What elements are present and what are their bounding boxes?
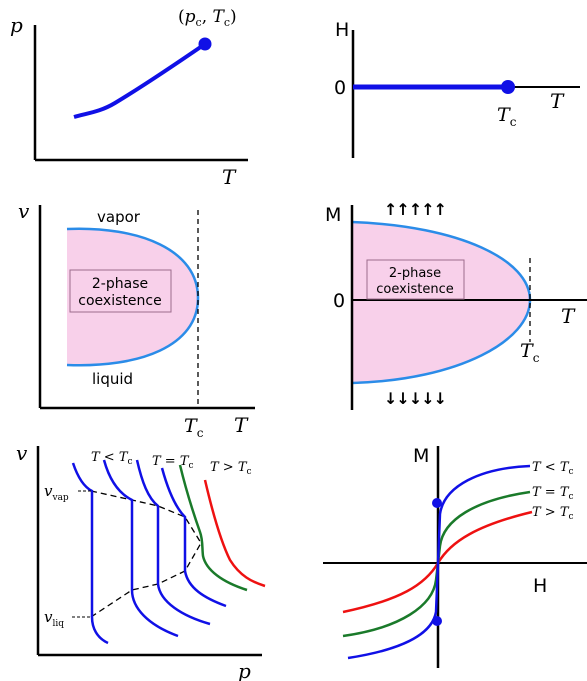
x-axis-label: T: [222, 165, 237, 189]
spontaneous-magnetization-up: [432, 498, 442, 508]
magnetization-below: [347, 464, 531, 660]
label-T-equal: T = Tc: [152, 454, 194, 471]
y-axis-label: H: [335, 19, 349, 41]
x-axis-label: H: [533, 575, 547, 597]
isotherm-below-1: [71, 462, 109, 645]
panel-p-vs-T: p T (pc, Tc): [10, 7, 248, 189]
coexistence-region: [352, 222, 530, 383]
critical-point-label: (pc, Tc): [178, 7, 237, 29]
x-axis-label: T: [550, 89, 565, 113]
y-axis-label: M: [325, 204, 341, 226]
zero-label: 0: [333, 290, 345, 312]
x-axis-label: T: [561, 304, 576, 328]
y-axis-label: p: [10, 13, 23, 37]
critical-point: [198, 37, 212, 51]
spin-down-arrows: ↓↓↓↓↓: [384, 389, 446, 408]
two-phase-label-line1: 2-phase: [92, 276, 148, 292]
v-liq-label: vliq: [44, 608, 64, 629]
isotherm-below-4: [160, 467, 227, 608]
two-phase-label-line1: 2-phase: [389, 266, 441, 281]
label-T-below: T < Tc: [532, 460, 574, 477]
isotherm-below-2: [102, 459, 179, 638]
panel-H-vs-T: H 0 T Tc: [334, 19, 580, 158]
vapor-label: vapor: [97, 208, 141, 226]
tc-label: Tc: [184, 415, 204, 440]
panel-M-vs-T: M 0 T Tc 2-phase coexistence ↑↑↑↑↑ ↓↓↓↓↓: [325, 200, 587, 410]
tc-label: Tc: [497, 104, 517, 129]
isotherm-critical: [178, 464, 248, 592]
label-T-above: T > Tc: [210, 460, 252, 477]
spin-up-arrows: ↑↑↑↑↑: [384, 200, 446, 219]
x-axis-label: p: [238, 659, 251, 681]
y-axis-label: v: [16, 441, 28, 465]
isotherm-below-3: [135, 459, 211, 626]
y-axis-label: M: [413, 445, 429, 467]
panel-v-vs-p: v p vvap vliq T < Tc T = Tc T > Tc: [16, 441, 266, 681]
label-T-above: T > Tc: [532, 505, 574, 522]
label-T-below: T < Tc: [91, 450, 133, 467]
coexistence-region: [67, 228, 198, 366]
isotherm-above: [203, 479, 266, 588]
critical-point: [501, 80, 515, 94]
x-axis-label: T: [234, 413, 249, 437]
two-phase-box: [366, 259, 465, 300]
panel-v-vs-T: v vapor liquid 2-phase coexistence Tc T: [18, 199, 255, 440]
zero-label: 0: [334, 77, 346, 99]
coexistence-dome: [66, 227, 200, 367]
two-phase-label-line2: coexistence: [376, 282, 453, 297]
spontaneous-magnetization-down: [432, 616, 442, 626]
coexistence-curve: [73, 42, 207, 119]
y-axis-label: v: [18, 199, 30, 223]
two-phase-box: [69, 269, 172, 313]
v-vap-label: vvap: [44, 482, 69, 503]
tc-label: Tc: [520, 340, 540, 365]
liquid-label: liquid: [92, 370, 133, 388]
panel-M-vs-H: M H T < Tc T = Tc T > Tc: [323, 445, 587, 668]
two-phase-label-line2: coexistence: [78, 293, 161, 309]
label-T-equal: T = Tc: [532, 485, 574, 502]
